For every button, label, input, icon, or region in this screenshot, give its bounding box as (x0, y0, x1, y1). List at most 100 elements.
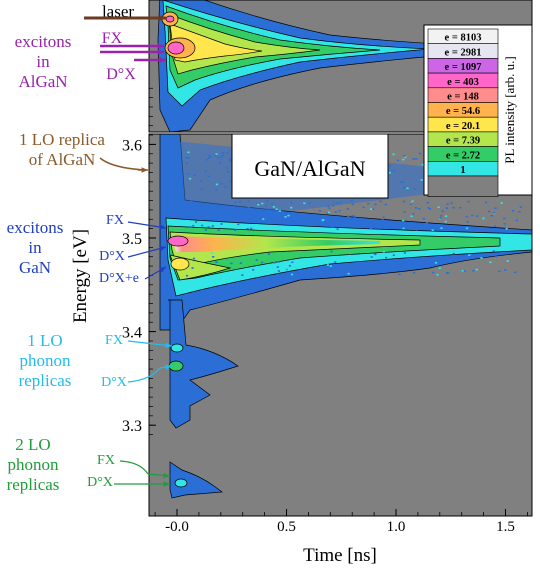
speckle (334, 261, 337, 263)
speckle (395, 221, 398, 224)
speckle (267, 253, 271, 255)
speckle (503, 217, 506, 220)
annotation-label: phonon (20, 351, 72, 370)
speckle (329, 265, 332, 267)
annotation-arrow (127, 340, 173, 347)
annotation-arrowhead (141, 167, 148, 173)
speckle (230, 262, 233, 265)
speckle (193, 174, 196, 176)
gan-peak-core (167, 235, 189, 247)
speckle (287, 214, 290, 217)
speckle (336, 228, 339, 230)
speckle (267, 207, 270, 210)
peak-label: D°X (99, 249, 125, 264)
speckle (279, 227, 283, 230)
annotation-label: excitons (15, 32, 72, 51)
speckle (195, 221, 198, 223)
speckle (406, 187, 409, 190)
speckle (440, 227, 443, 229)
title-box (231, 133, 389, 199)
speckle (187, 173, 190, 175)
speckle (255, 259, 258, 261)
x-tick-label: 1.0 (387, 519, 406, 535)
legend-level-label: 1 (460, 165, 465, 176)
speckle (290, 273, 294, 276)
legend-level-label: e = 54.6 (446, 106, 480, 117)
legend-level-label: e = 2981 (445, 47, 482, 58)
annotation-arrowhead (163, 481, 170, 487)
speckle (415, 158, 418, 160)
speckle (475, 268, 478, 271)
speckle (415, 229, 418, 231)
colorbar-legend: e = 8103 e = 2981 e = 1097 e = 403 e = 148 e … (423, 24, 533, 198)
speckle (463, 270, 466, 272)
speckle (316, 267, 319, 269)
speckle (211, 225, 214, 227)
speckle (434, 262, 438, 264)
speckle (503, 223, 506, 225)
speckle (251, 221, 254, 223)
annotation-label: 1 LO (27, 331, 62, 350)
annotation-arrowhead (159, 224, 166, 230)
annotation-label: GaN (19, 258, 51, 277)
speckle (284, 216, 287, 218)
speckle (348, 254, 352, 257)
speckle (504, 253, 507, 255)
legend-level-label: e = 20.1 (446, 121, 480, 132)
legend-level-label: e = 403 (447, 77, 479, 88)
speckle (411, 200, 414, 202)
annotation-arrowhead (159, 57, 166, 63)
speckle (379, 271, 382, 273)
speckle (389, 165, 392, 167)
speckle (290, 201, 293, 204)
speckle (493, 211, 496, 214)
speckle (263, 214, 266, 217)
speckle (402, 158, 405, 161)
annotation-label: 1 LO replica (19, 130, 105, 149)
legend-level-label: e = 8103 (445, 33, 482, 44)
speckle (189, 177, 192, 180)
annotation-arrow (127, 367, 161, 383)
speckle (204, 229, 207, 231)
speckle (465, 215, 469, 218)
speckle (239, 201, 242, 203)
speckle (369, 228, 372, 230)
noise-speckles (185, 150, 522, 277)
speckle (303, 202, 306, 205)
speckle (271, 212, 275, 215)
speckle (297, 216, 300, 219)
speckle (414, 188, 417, 190)
speckle (224, 186, 227, 188)
annotation-arrowhead (157, 49, 164, 55)
speckle (504, 269, 507, 271)
speckle (372, 208, 375, 210)
speckle (382, 216, 385, 219)
speckle (191, 267, 194, 269)
speckle (218, 162, 221, 164)
speckle (186, 274, 189, 277)
speckle (435, 228, 438, 231)
annotation-arrowhead (159, 246, 166, 252)
annotation-arrow (119, 460, 149, 475)
speckle (392, 153, 395, 156)
speckle (465, 227, 469, 230)
speckle (425, 222, 429, 224)
speckle (410, 215, 413, 218)
speckle (284, 268, 287, 271)
speckle (392, 254, 395, 256)
peak-label: D°X (87, 475, 113, 490)
speckle (490, 215, 493, 217)
y-axis-label: Energy [eV] (70, 229, 91, 323)
speckle (271, 202, 274, 205)
laser-label: laser (102, 2, 134, 21)
speckle (295, 222, 298, 225)
speckle (484, 253, 487, 256)
annotation-label: 2 LO (15, 435, 50, 454)
speckle (370, 208, 373, 210)
speckle (226, 216, 229, 219)
speckle (205, 158, 209, 161)
colorbar-label: PL intensity [arb. u.] (502, 56, 517, 163)
speckle (237, 223, 240, 226)
speckle (229, 160, 232, 162)
speckle (308, 202, 311, 205)
